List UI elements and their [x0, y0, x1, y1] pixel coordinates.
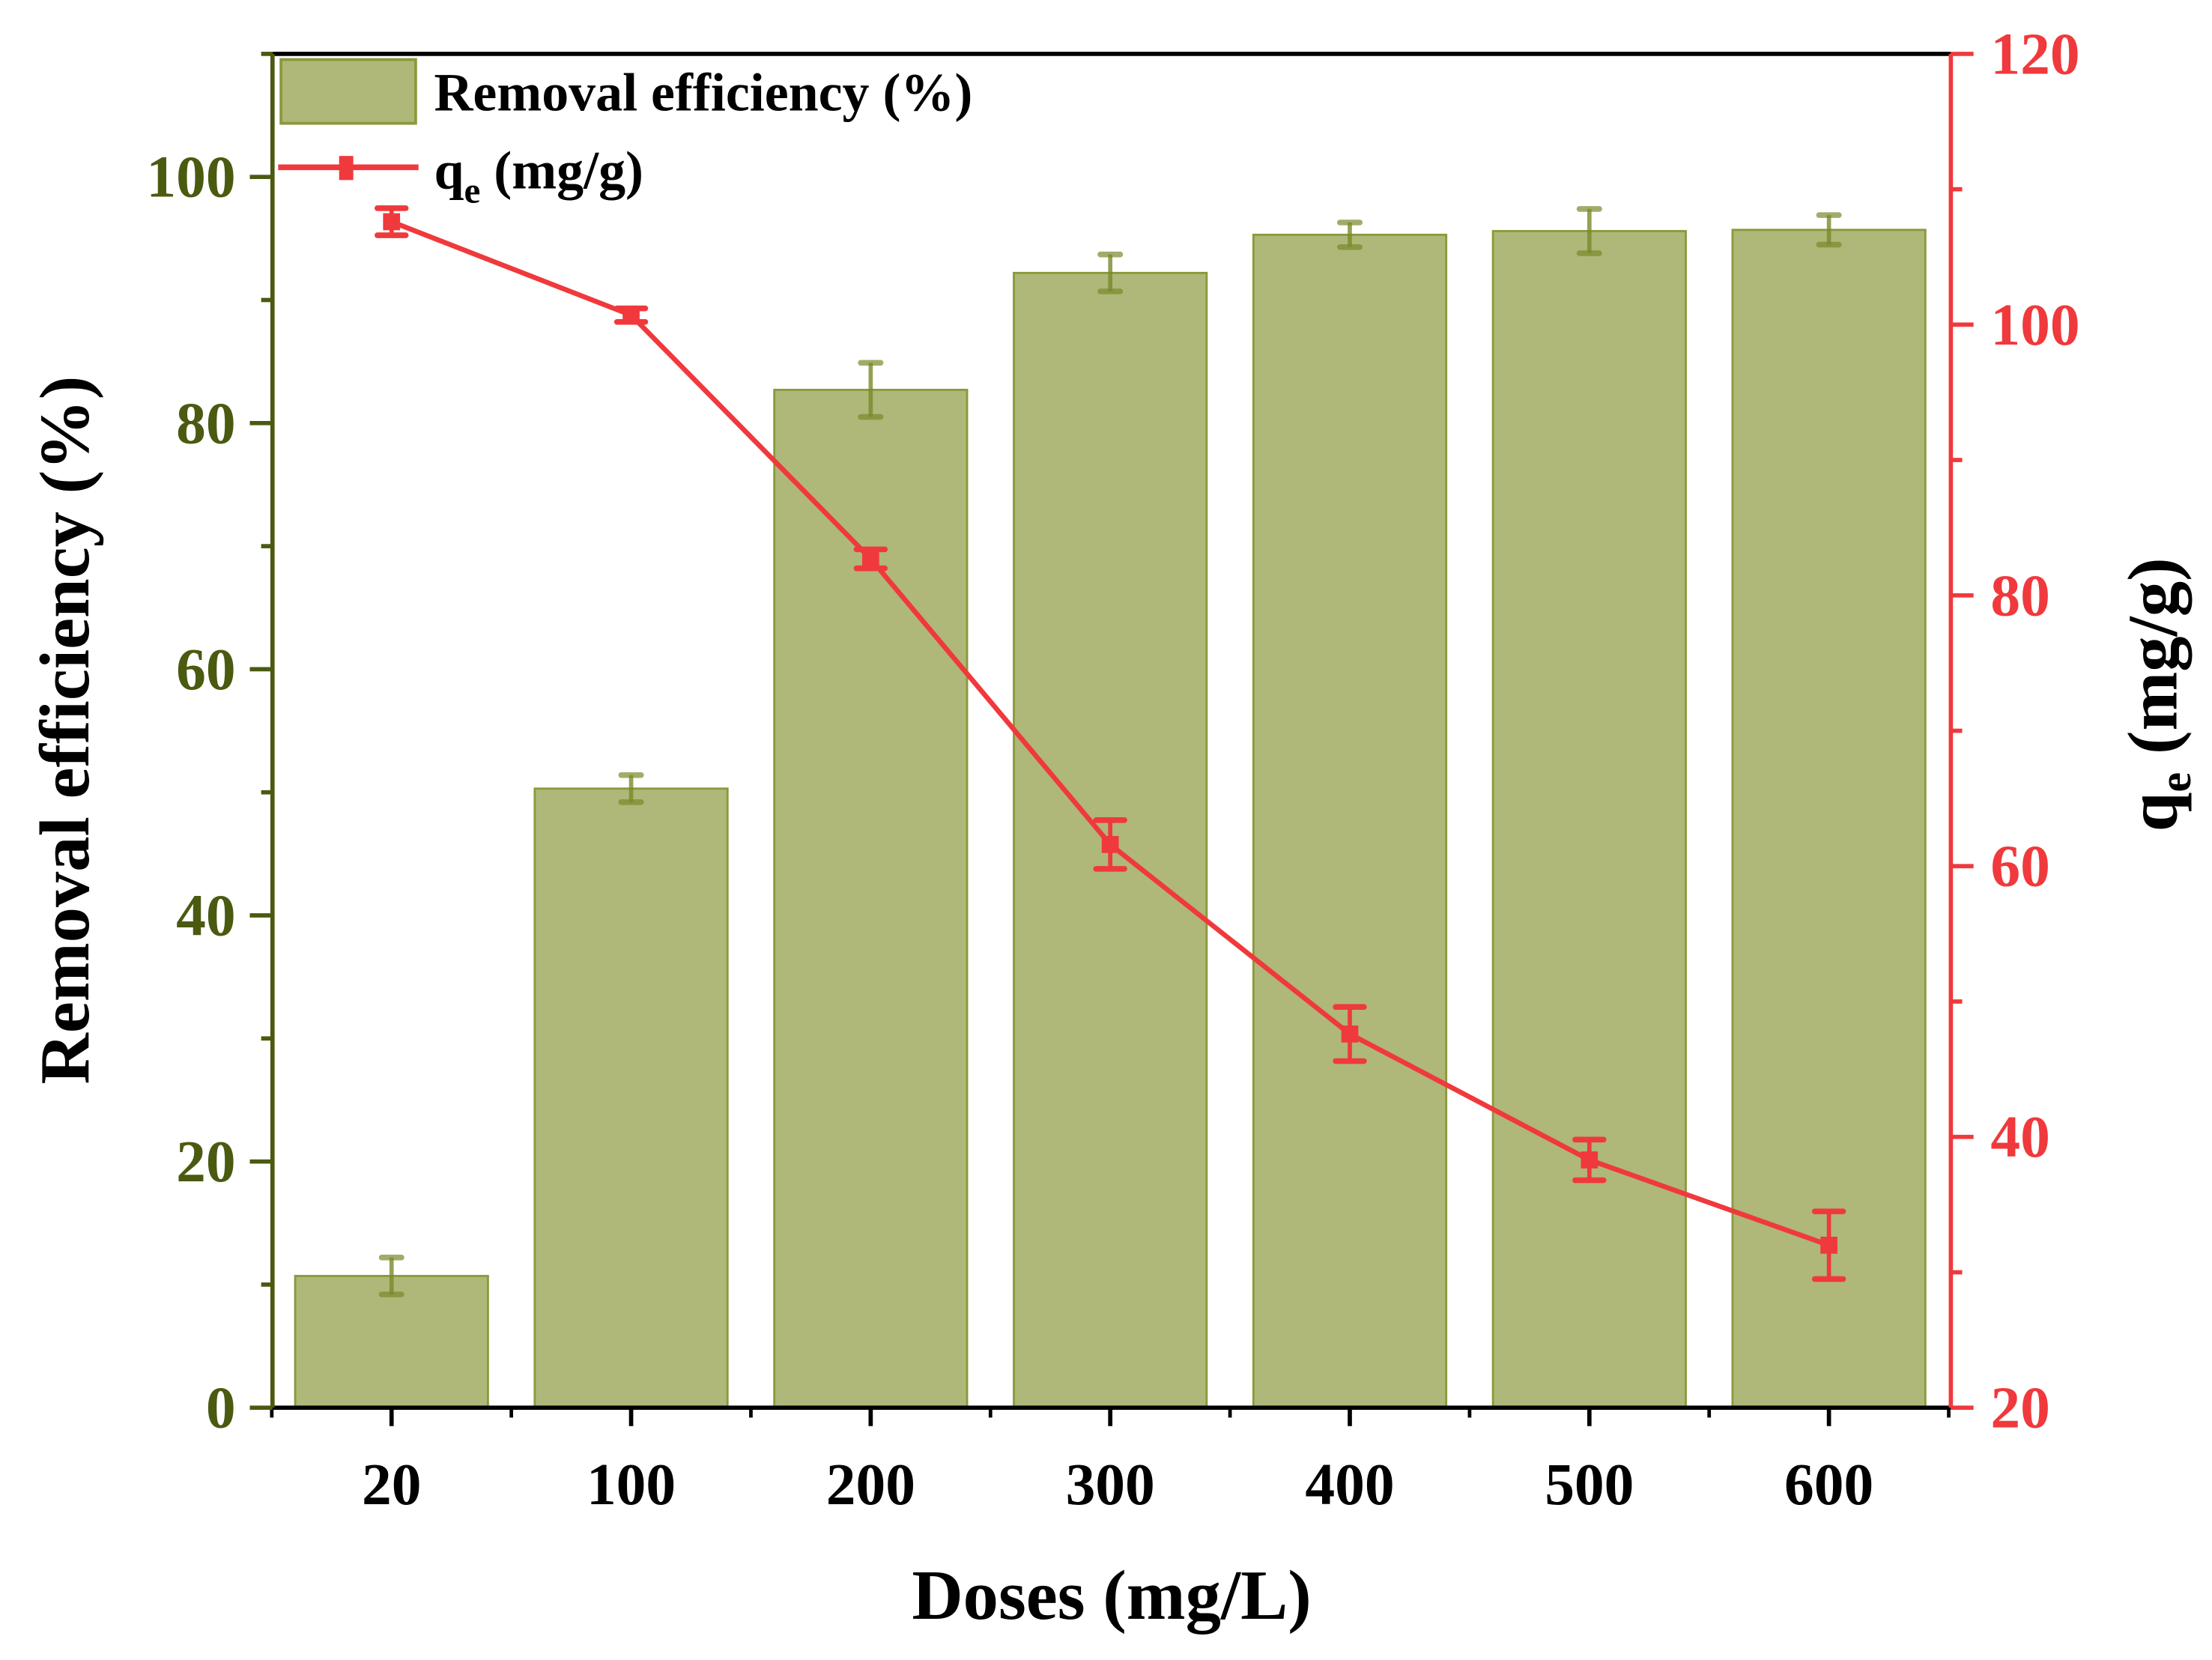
bar-500 [1491, 230, 1687, 1409]
bar-error-bars [378, 206, 1842, 1297]
legend-bar-label: Removal efficiency (%) [434, 63, 973, 123]
legend-line-rest: (mg/g) [480, 141, 643, 201]
x-tick-label-400: 400 [1305, 1452, 1394, 1518]
qe-point-400 [1341, 1025, 1359, 1043]
y-left-axis-label: Removal efficiency (%) [26, 376, 104, 1085]
x-tick-label-100: 100 [587, 1452, 676, 1518]
y-right-tick-label-100: 100 [1990, 292, 2079, 358]
legend-line-label: qe (mg/g) [434, 141, 644, 211]
y-left-tick-label-40: 40 [176, 882, 235, 948]
x-tick-label-300: 300 [1066, 1452, 1155, 1518]
legend-bar-swatch [279, 58, 417, 125]
bar-200 [773, 389, 969, 1409]
y-right-label-q: q [2114, 793, 2192, 832]
legend-line-sub: e [464, 170, 481, 211]
x-tick-label-200: 200 [826, 1452, 915, 1518]
qe-line-series [375, 205, 1846, 1282]
legend-line-q: q [434, 141, 464, 201]
y-right-tick-label-40: 40 [1990, 1104, 2049, 1170]
y-right-tick-label-60: 60 [1990, 834, 2049, 900]
x-tick-label-500: 500 [1545, 1452, 1634, 1518]
y-left-tick-label-60: 60 [176, 637, 235, 703]
bar-20 [294, 1274, 489, 1409]
y-left-tick-label-80: 80 [176, 390, 235, 456]
y-right-tick-label-80: 80 [1990, 563, 2049, 628]
bars [294, 228, 1927, 1409]
y-left-tick-label-100: 100 [146, 145, 235, 210]
legend: Removal efficiency (%) qe (mg/g) [278, 58, 973, 211]
x-axis-label: Doses (mg/L) [912, 1557, 1311, 1635]
x-tick-label-600: 600 [1784, 1452, 1873, 1518]
qe-point-500 [1581, 1151, 1599, 1169]
qe-point-100 [622, 306, 640, 324]
qe-point-20 [383, 213, 401, 231]
y-right-tick-label-120: 120 [1990, 21, 2079, 87]
y-right-label-sub: e [2151, 772, 2201, 793]
axes: 20 100 200 300 400 500 600 0 20 40 60 80 100 20 40 60 80… [146, 21, 2079, 1517]
y-right-label-rest: (mg/g) [2114, 557, 2192, 772]
y-left-tick-label-20: 20 [176, 1129, 235, 1195]
qe-point-300 [1101, 835, 1119, 853]
y-right-axis-label: qe (mg/g) [2114, 557, 2201, 831]
y-right-tick-label-20: 20 [1990, 1375, 2049, 1441]
qe-point-200 [862, 550, 879, 568]
bar-100 [533, 787, 729, 1409]
qe-point-600 [1820, 1236, 1837, 1254]
legend-line-marker [339, 156, 354, 181]
y-left-tick-label-0: 0 [206, 1375, 236, 1441]
x-tick-label-20: 20 [362, 1452, 421, 1518]
bar-400 [1252, 234, 1448, 1409]
